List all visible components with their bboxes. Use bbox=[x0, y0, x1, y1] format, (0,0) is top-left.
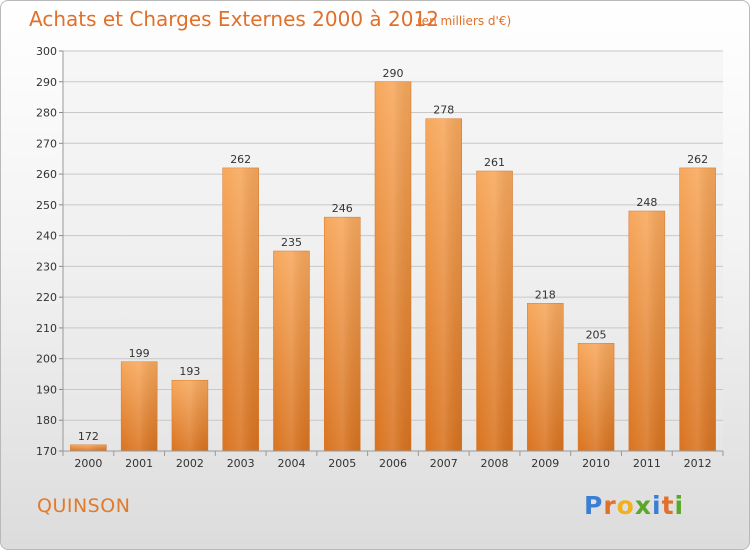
bar-value-label: 262 bbox=[687, 153, 708, 166]
x-tick-label: 2009 bbox=[531, 457, 559, 470]
logo-letter: i bbox=[652, 491, 662, 520]
y-tick-label: 260 bbox=[36, 168, 57, 181]
axis-layer: 170 180 190 200 210 220 230 240 250 260 270 280 290 3… bbox=[36, 45, 724, 470]
y-tick-label: 180 bbox=[36, 414, 57, 427]
logo-letter: P bbox=[584, 491, 604, 520]
bar-value-label: 218 bbox=[535, 288, 556, 301]
proxiti-logo: Proxiti bbox=[584, 491, 684, 520]
chart-unit: (en milliers d'€) bbox=[417, 14, 512, 28]
bar-value-label: 261 bbox=[484, 156, 505, 169]
bar-shine bbox=[628, 211, 665, 451]
bar-shine bbox=[527, 303, 564, 451]
bar-shine bbox=[578, 343, 615, 451]
bar-value-label: 290 bbox=[383, 67, 404, 80]
bar-value-label: 199 bbox=[129, 347, 150, 360]
y-tick-label: 280 bbox=[36, 107, 57, 120]
y-tick-label: 210 bbox=[36, 322, 57, 335]
y-tick-label: 200 bbox=[36, 353, 57, 366]
bar-shine bbox=[70, 444, 107, 451]
bar-value-label: 246 bbox=[332, 202, 353, 215]
x-tick-label: 2004 bbox=[277, 457, 305, 470]
bar-value-label: 278 bbox=[433, 104, 454, 117]
y-tick-label: 190 bbox=[36, 383, 57, 396]
y-tick-label: 270 bbox=[36, 137, 57, 150]
x-tick-label: 2006 bbox=[379, 457, 407, 470]
bar-shine bbox=[121, 361, 158, 451]
y-tick-label: 220 bbox=[36, 291, 57, 304]
y-tick-label: 240 bbox=[36, 230, 57, 243]
x-tick-label: 2001 bbox=[125, 457, 153, 470]
bar-shine bbox=[324, 217, 361, 451]
bar-shine bbox=[425, 118, 462, 451]
y-tick-label: 300 bbox=[36, 45, 57, 58]
bar-shine bbox=[171, 380, 208, 451]
bar-value-label: 205 bbox=[586, 328, 607, 341]
bar-shine bbox=[273, 251, 310, 451]
x-tick-label: 2005 bbox=[328, 457, 356, 470]
x-tick-label: 2008 bbox=[481, 457, 509, 470]
y-tick-label: 230 bbox=[36, 260, 57, 273]
y-tick-label: 250 bbox=[36, 199, 57, 212]
x-tick-label: 2011 bbox=[633, 457, 661, 470]
y-tick-label: 170 bbox=[36, 445, 57, 458]
x-tick-label: 2002 bbox=[176, 457, 204, 470]
bar-value-label: 248 bbox=[636, 196, 657, 209]
bar-value-label: 235 bbox=[281, 236, 302, 249]
logo-letter: x bbox=[634, 491, 652, 520]
logo-letter: r bbox=[603, 491, 617, 520]
x-tick-label: 2007 bbox=[430, 457, 458, 470]
bar-shine bbox=[679, 167, 716, 451]
bars-layer: 172 199 193 262 235 246 290 278 261 218 205 248 262 bbox=[70, 67, 716, 452]
chart-title: Achats et Charges Externes 2000 à 2012 bbox=[29, 7, 439, 31]
bar-value-label: 193 bbox=[179, 365, 200, 378]
bar-shine bbox=[375, 81, 411, 452]
city-name: QUINSON bbox=[37, 495, 131, 517]
y-tick-label: 290 bbox=[36, 76, 57, 89]
logo-letter: o bbox=[616, 491, 635, 520]
x-tick-label: 2000 bbox=[74, 457, 102, 470]
bar-shine bbox=[222, 167, 259, 451]
bar-value-label: 172 bbox=[78, 430, 99, 443]
bar-value-label: 262 bbox=[230, 153, 251, 166]
x-tick-label: 2010 bbox=[582, 457, 610, 470]
x-tick-label: 2012 bbox=[684, 457, 712, 470]
x-tick-label: 2003 bbox=[227, 457, 255, 470]
logo-letter: t bbox=[661, 491, 675, 520]
logo-letter: i bbox=[674, 491, 685, 520]
bar-shine bbox=[476, 171, 513, 451]
